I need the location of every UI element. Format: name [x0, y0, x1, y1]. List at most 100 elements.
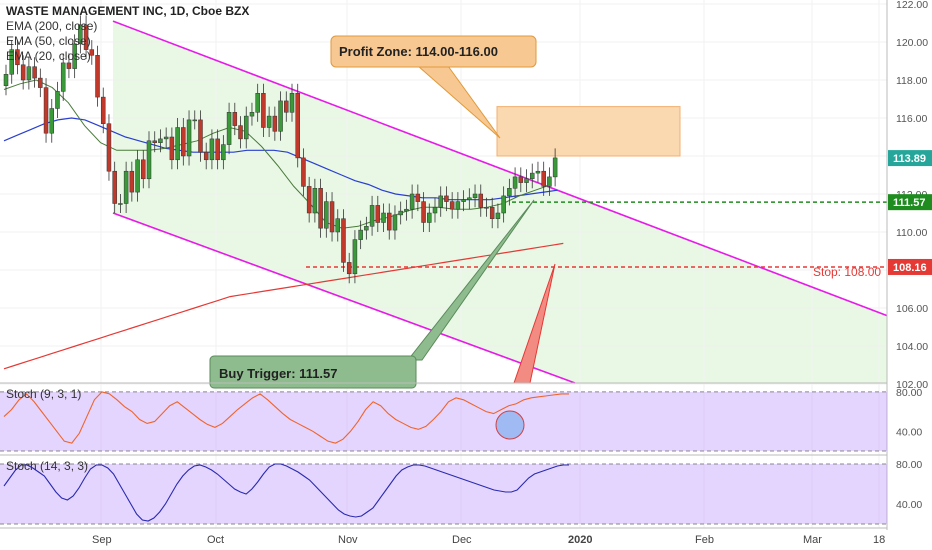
candle-body	[501, 195, 506, 214]
stoch1-y-tick: 80.00	[896, 387, 922, 399]
candle-body	[123, 170, 129, 204]
candle-body	[341, 218, 346, 263]
candle-body	[438, 195, 443, 208]
x-tick-label: Oct	[207, 534, 224, 546]
price-tag-label: 108.16	[893, 262, 927, 274]
candle-body	[495, 212, 501, 219]
candle-body	[141, 159, 146, 180]
candle-body	[329, 201, 335, 233]
candle-body	[375, 205, 381, 223]
candle-body	[100, 96, 106, 124]
stoch1-title: Stoch (9, 3, 1)	[6, 387, 81, 401]
symbol-title: WASTE MANAGEMENT INC, 1D, Cboe BZX	[6, 4, 250, 18]
candle-body	[266, 115, 272, 128]
stoch1-band	[0, 391, 887, 451]
y-tick-label: 118.00	[896, 75, 927, 87]
candle-body	[404, 208, 409, 212]
x-tick-label: Dec	[452, 534, 472, 546]
y-tick-label: 116.00	[896, 113, 927, 125]
x-tick-label: Feb	[695, 534, 714, 546]
candle-body	[181, 127, 186, 157]
candle-body	[409, 193, 415, 210]
profit-callout-text: Profit Zone: 114.00-116.00	[339, 44, 498, 59]
candle-body	[95, 55, 100, 98]
candle-body	[547, 176, 552, 187]
candle-body	[55, 91, 60, 109]
candle-body	[118, 203, 123, 205]
candle-body	[203, 151, 209, 161]
candle-body	[461, 199, 466, 202]
candle-body	[135, 159, 140, 193]
candle-body	[38, 77, 43, 88]
candle-body	[249, 112, 255, 117]
candle-body	[364, 226, 369, 231]
candle-body	[66, 62, 72, 69]
buy-callout-box	[209, 355, 417, 389]
candle-body	[415, 193, 421, 202]
candle-body	[15, 49, 20, 66]
candle-body	[186, 119, 192, 157]
candle-body	[552, 157, 558, 178]
candle-body	[335, 218, 341, 233]
x-tick-label: Sep	[92, 534, 112, 546]
buy-callout-text: Buy Trigger: 111.57	[219, 366, 338, 381]
y-tick-label: 104.00	[896, 341, 928, 353]
candle-body	[198, 119, 203, 153]
stoch1-line	[3, 391, 569, 444]
candle-body	[467, 197, 472, 200]
candle-body	[518, 176, 524, 183]
candle-body	[129, 170, 135, 193]
y-tick-label: 122.00	[896, 0, 928, 11]
candle-body	[301, 157, 306, 187]
profit-callout-pointer	[416, 65, 501, 139]
candle-body	[507, 188, 512, 197]
x-tick-label: 2020	[568, 534, 592, 546]
candle-body	[444, 195, 449, 202]
stoch2-title: Stoch (14, 3, 3)	[6, 459, 88, 473]
ema20-line	[3, 79, 552, 229]
candle-body	[489, 207, 495, 219]
x-tick-label: Nov	[338, 534, 358, 546]
candle-body	[318, 188, 323, 229]
candle-body	[158, 138, 163, 143]
candle-body	[278, 100, 283, 132]
channel-lower-line	[112, 212, 576, 384]
candle-body	[392, 214, 398, 231]
candle-body	[209, 138, 215, 161]
price-tag-label: 113.89	[893, 153, 926, 165]
candle-body	[78, 24, 83, 45]
x-tick-label: Mar	[803, 534, 822, 546]
candle-body	[243, 115, 249, 140]
candle-body	[26, 66, 32, 81]
candle-body	[306, 186, 312, 214]
candle-body	[232, 112, 238, 126]
candle-body	[261, 93, 266, 128]
candle-body	[83, 24, 89, 50]
candle-body	[112, 170, 117, 204]
profit-callout-box	[330, 35, 537, 68]
candle-body	[524, 178, 529, 183]
candle-body	[358, 229, 363, 240]
candle-body	[449, 201, 455, 210]
candle-body	[169, 136, 175, 161]
candle-body	[346, 262, 352, 275]
candle-body	[9, 49, 14, 75]
candle-body	[20, 64, 26, 81]
candle-body	[146, 140, 152, 180]
ema200-line	[3, 242, 564, 370]
candle-body	[541, 170, 546, 187]
candle-body	[106, 123, 112, 172]
candle-body	[89, 49, 95, 56]
candle-body	[32, 66, 37, 79]
candle-body	[369, 205, 375, 227]
candle-body	[386, 212, 392, 231]
candle-body	[324, 201, 329, 229]
x-tick-label: 18	[873, 534, 885, 546]
candle-body	[72, 43, 77, 69]
price-tag-label: 111.57	[893, 197, 925, 209]
legend-ema50: EMA (50, close)	[6, 34, 91, 48]
stoch2-band	[0, 464, 887, 524]
chart-legend: WASTE MANAGEMENT INC, 1D, Cboe BZX EMA (…	[6, 4, 249, 64]
stop-label: Stop: 108.00	[813, 265, 881, 279]
